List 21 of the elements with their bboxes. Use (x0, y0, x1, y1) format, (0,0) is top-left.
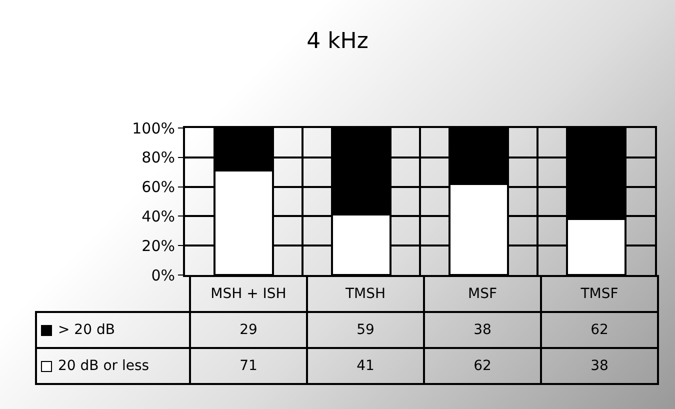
x-tick-label: TMSF (541, 276, 658, 312)
chart-title: 4 kHz (306, 29, 368, 54)
data-label: 29 (190, 312, 307, 348)
y-tick-label: 40% (142, 207, 175, 226)
legend-label: 20 dB or less (58, 358, 150, 374)
x-tick-label: MSH + ISH (190, 276, 307, 312)
data-label: 62 (541, 312, 658, 348)
legend-label: > 20 dB (58, 322, 115, 338)
data-label: 38 (541, 348, 658, 384)
y-tick-label: 100% (132, 119, 175, 138)
y-tick-label: 80% (142, 148, 175, 167)
data-label: 41 (307, 348, 424, 384)
x-tick-label: MSF (424, 276, 541, 312)
y-tick-label: 60% (142, 178, 175, 196)
data-label: 71 (190, 348, 307, 384)
data-label: 62 (424, 348, 541, 384)
data-label: 38 (424, 312, 541, 348)
y-tick-label: 0% (151, 266, 175, 284)
data-label: 59 (307, 312, 424, 348)
x-tick-label: TMSH (307, 276, 424, 312)
y-tick-label: 20% (142, 236, 175, 255)
